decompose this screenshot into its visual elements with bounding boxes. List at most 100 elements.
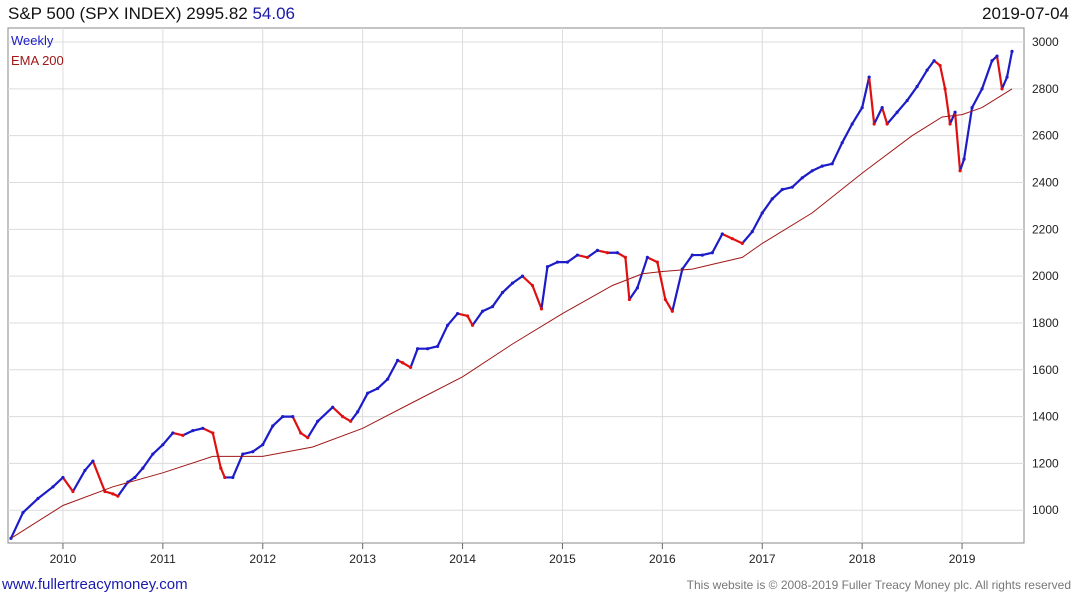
weekly-segment bbox=[231, 452, 244, 479]
weekly-point bbox=[595, 248, 600, 252]
weekly-point bbox=[445, 323, 450, 327]
weekly-segment bbox=[721, 232, 734, 240]
weekly-segment bbox=[409, 347, 419, 369]
weekly-segment bbox=[316, 406, 334, 423]
weekly-point bbox=[219, 466, 223, 470]
weekly-point bbox=[490, 304, 495, 309]
weekly-point bbox=[615, 251, 620, 255]
weekly-point bbox=[885, 122, 889, 126]
chart-header: S&P 500 (SPX INDEX) 2995.82 54.06 bbox=[8, 4, 295, 24]
weekly-point bbox=[585, 255, 590, 260]
weekly-point bbox=[510, 281, 515, 285]
weekly-point bbox=[623, 255, 627, 260]
y-tick-label: 2000 bbox=[1032, 269, 1059, 283]
legend-ema: EMA 200 bbox=[11, 53, 64, 68]
weekly-point bbox=[83, 468, 87, 473]
weekly-point bbox=[231, 475, 235, 480]
weekly-segment bbox=[491, 291, 504, 308]
weekly-segment bbox=[466, 314, 474, 327]
weekly-point bbox=[962, 157, 966, 161]
weekly-point bbox=[820, 164, 824, 168]
y-tick-label: 3000 bbox=[1032, 35, 1059, 49]
weekly-segment bbox=[970, 87, 984, 109]
weekly-segment bbox=[501, 282, 514, 294]
y-tick-label: 2600 bbox=[1032, 129, 1059, 143]
weekly-segment bbox=[91, 459, 107, 493]
weekly-point bbox=[271, 424, 275, 428]
weekly-segment bbox=[811, 165, 824, 172]
website-link[interactable]: www.fullertreacymoney.com bbox=[2, 576, 188, 593]
weekly-point bbox=[555, 260, 560, 264]
weekly-segment bbox=[349, 410, 359, 423]
weekly-point bbox=[895, 110, 899, 114]
weekly-point bbox=[970, 105, 974, 110]
weekly-segment bbox=[781, 186, 794, 191]
weekly-point bbox=[990, 59, 994, 63]
y-tick-label: 1800 bbox=[1032, 316, 1059, 330]
weekly-point bbox=[760, 211, 764, 215]
weekly-segment bbox=[896, 99, 909, 114]
y-tick-label: 1000 bbox=[1032, 503, 1059, 517]
weekly-segment bbox=[831, 141, 844, 165]
weekly-point bbox=[281, 414, 285, 419]
y-tick-label: 2800 bbox=[1032, 82, 1059, 96]
weekly-segment bbox=[481, 305, 494, 313]
weekly-segment bbox=[731, 237, 744, 245]
weekly-point bbox=[480, 309, 485, 313]
weekly-point bbox=[740, 241, 744, 245]
weekly-segment bbox=[586, 249, 599, 259]
weekly-point bbox=[465, 314, 470, 318]
weekly-point bbox=[51, 485, 55, 489]
weekly-segment bbox=[71, 469, 87, 493]
weekly-point bbox=[860, 105, 864, 110]
weekly-segment bbox=[546, 260, 559, 268]
copyright-notice: This website is © 2008-2019 Fuller Treac… bbox=[686, 578, 1071, 592]
weekly-segment bbox=[711, 232, 724, 254]
weekly-segment bbox=[958, 157, 966, 172]
weekly-point bbox=[1000, 87, 1004, 91]
weekly-segment bbox=[116, 481, 129, 498]
weekly-point bbox=[840, 141, 844, 145]
weekly-point bbox=[151, 452, 155, 456]
weekly-point bbox=[366, 391, 370, 395]
weekly-point bbox=[396, 358, 400, 363]
weekly-segment bbox=[656, 260, 667, 301]
weekly-segment bbox=[995, 54, 1004, 90]
weekly-segment bbox=[261, 424, 274, 446]
weekly-segment bbox=[219, 466, 226, 479]
weekly-point bbox=[291, 414, 295, 419]
weekly-segment bbox=[916, 69, 929, 88]
weekly-segment bbox=[701, 251, 714, 257]
x-tick-label: 2016 bbox=[649, 552, 676, 566]
chart-title: S&P 500 (SPX INDEX) bbox=[8, 4, 182, 23]
weekly-segment bbox=[191, 427, 204, 432]
x-tick-label: 2015 bbox=[549, 552, 576, 566]
weekly-point bbox=[530, 283, 535, 288]
weekly-segment bbox=[36, 485, 55, 500]
y-tick-label: 1600 bbox=[1032, 363, 1059, 377]
weekly-point bbox=[948, 122, 952, 126]
weekly-point bbox=[1010, 49, 1014, 54]
weekly-point bbox=[938, 63, 942, 68]
weekly-segment bbox=[426, 345, 439, 350]
weekly-segment bbox=[624, 256, 631, 301]
weekly-point bbox=[605, 251, 610, 255]
weekly-segment bbox=[141, 452, 154, 470]
weekly-segment bbox=[331, 406, 344, 418]
weekly-segment bbox=[51, 476, 65, 488]
weekly-point bbox=[349, 419, 353, 423]
weekly-point bbox=[376, 386, 380, 391]
weekly-segment bbox=[664, 298, 674, 313]
weekly-point bbox=[1005, 75, 1009, 79]
weekly-point bbox=[539, 307, 544, 311]
weekly-segment bbox=[576, 253, 589, 259]
weekly-point bbox=[730, 237, 734, 241]
weekly-segment bbox=[801, 169, 814, 179]
weekly-segment bbox=[821, 162, 834, 168]
weekly-segment bbox=[938, 64, 947, 90]
weekly-segment bbox=[943, 87, 952, 126]
weekly-point bbox=[790, 185, 794, 189]
weekly-point bbox=[500, 290, 505, 295]
weekly-point bbox=[958, 169, 962, 173]
weekly-point bbox=[690, 253, 694, 257]
